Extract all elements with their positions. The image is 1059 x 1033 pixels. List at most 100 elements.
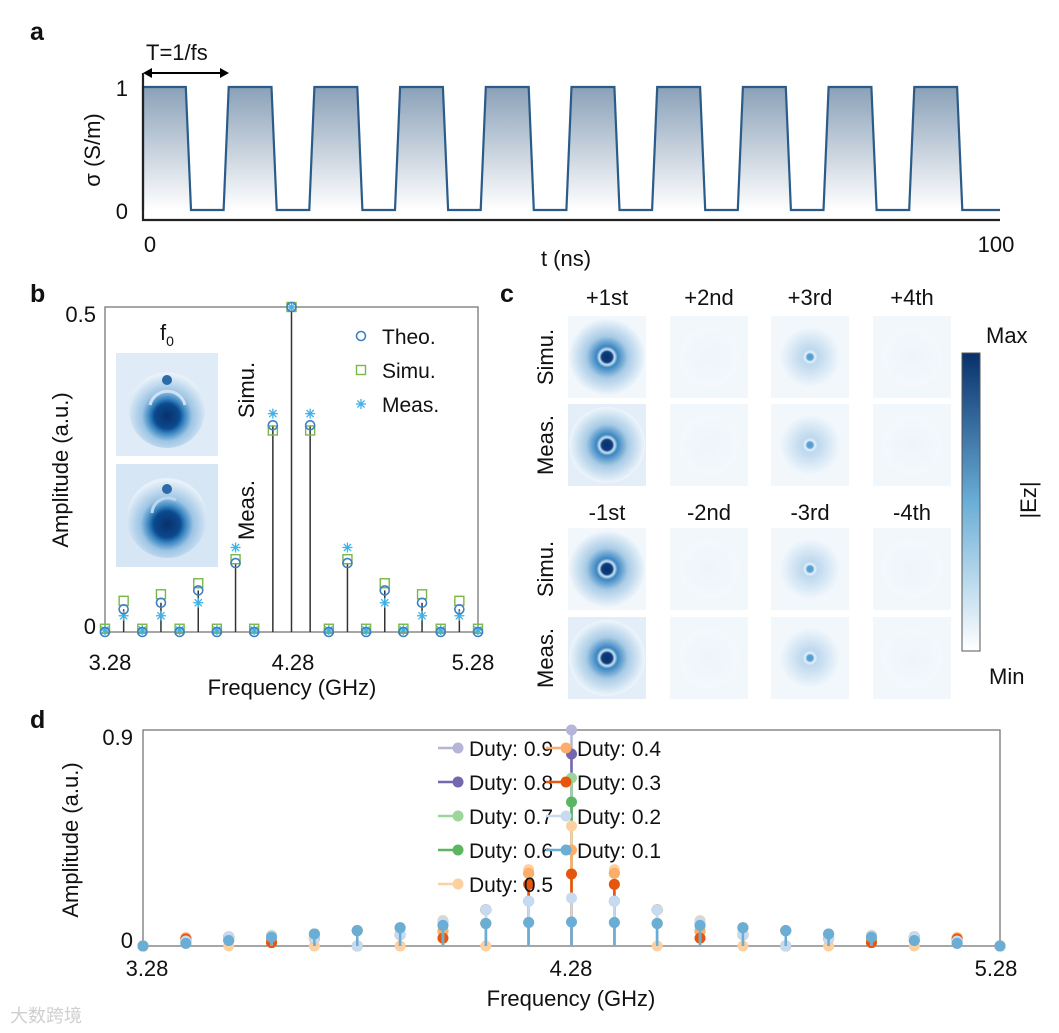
data-point-circle — [342, 557, 353, 569]
data-point-square — [211, 623, 223, 634]
data-point-square — [398, 623, 409, 634]
data-point — [137, 940, 149, 952]
legend-label: Duty: 0.2 — [577, 806, 661, 829]
y-tick-label: 0.5 — [65, 302, 96, 327]
data-point-circle — [230, 557, 241, 569]
series-01 — [137, 916, 1006, 952]
data-point — [523, 867, 535, 879]
field-map-image — [568, 404, 646, 486]
legend-marker-square — [355, 364, 367, 376]
data-point-asterisk — [230, 542, 241, 553]
panel-c-field-maps: +1st +2nd +3rd +4th Simu. Meas. -1st -2nd -3rd -4… — [533, 285, 1041, 699]
data-point-square — [230, 554, 241, 565]
data-point-square — [323, 623, 334, 634]
colorbar-title: |Ez| — [1016, 481, 1041, 518]
data-point — [566, 868, 577, 880]
data-point-asterisk — [286, 302, 297, 312]
inset-title: f0 — [160, 320, 174, 349]
y-tick-label: 0 — [116, 199, 128, 224]
column-header: +4th — [890, 285, 933, 310]
data-point — [994, 940, 1006, 952]
legend-label: Meas. — [382, 394, 439, 417]
data-point — [480, 917, 492, 929]
field-map-image — [670, 404, 748, 486]
data-point — [308, 928, 320, 940]
data-point-circle — [472, 626, 484, 638]
data-point-circle — [118, 603, 129, 615]
legend-label: Duty: 0.6 — [469, 840, 553, 863]
x-axis-label: Frequency (GHz) — [208, 675, 377, 700]
x-tick-label: 4.28 — [550, 956, 593, 981]
y-tick-label: 0.9 — [102, 725, 133, 750]
data-point-circle — [174, 626, 185, 638]
x-tick-label: 5.28 — [452, 650, 495, 675]
data-point-square — [99, 623, 111, 634]
data-point-circle — [286, 301, 297, 313]
data-point — [737, 922, 749, 934]
x-axis-label: t (ns) — [541, 246, 591, 271]
colorbar-min-label: Min — [989, 664, 1024, 689]
inset-image-simu — [116, 353, 218, 456]
x-axis-label: Frequency (GHz) — [487, 986, 656, 1011]
data-point — [951, 937, 963, 949]
column-header: -4th — [893, 500, 931, 525]
legend-label: Duty: 0.5 — [469, 874, 553, 897]
legend-label: Duty: 0.9 — [469, 738, 553, 761]
column-header: -3rd — [790, 500, 829, 525]
colorbar-max-label: Max — [986, 323, 1028, 348]
data-point — [266, 931, 278, 943]
y-axis-label: σ (S/m) — [80, 113, 105, 186]
legend-marker — [452, 776, 464, 788]
column-header: +2nd — [684, 285, 734, 310]
data-point — [651, 904, 663, 916]
row-label: Meas. — [533, 628, 558, 688]
data-point — [223, 934, 235, 946]
data-point-circle — [192, 585, 204, 596]
legend-label: Duty: 0.4 — [577, 738, 661, 761]
data-point-circle — [454, 603, 465, 615]
x-tick-label: 5.28 — [975, 956, 1018, 981]
data-point — [694, 919, 706, 931]
x-tick-label: 3.28 — [126, 956, 169, 981]
field-map-image — [771, 404, 849, 486]
data-point-circle — [248, 626, 260, 638]
data-point — [180, 937, 192, 949]
axes — [141, 73, 1000, 222]
row-label: Meas. — [533, 415, 558, 475]
data-point — [608, 867, 620, 879]
waveform-line — [141, 85, 1000, 212]
y-axis-label: Amplitude (a.u.) — [58, 762, 83, 917]
panel-a-conductivity-plot: T=1/fs 1 0 σ (S/m) 0 100 t (ns) — [80, 40, 1014, 271]
data-point — [780, 925, 792, 937]
field-map-image — [568, 528, 646, 610]
data-point — [523, 878, 535, 890]
data-point-circle — [435, 626, 447, 638]
data-point — [908, 934, 920, 946]
legend-marker — [452, 810, 464, 822]
legend-marker-asterisk — [356, 399, 366, 409]
legend-label: Theo. — [382, 326, 436, 349]
data-point — [566, 724, 577, 736]
field-map-image — [771, 617, 849, 699]
column-header: -2nd — [687, 500, 731, 525]
field-map-image — [873, 404, 951, 486]
watermark: 大数跨境 — [10, 1006, 82, 1026]
field-map-image — [873, 316, 951, 398]
legend-marker — [560, 844, 572, 856]
data-point-square — [304, 425, 316, 436]
data-point-square — [174, 623, 185, 634]
data-point — [351, 925, 363, 937]
data-point — [480, 904, 492, 916]
data-point-square — [472, 623, 484, 634]
data-point-circle — [360, 626, 372, 638]
data-point-asterisk — [267, 408, 278, 419]
field-map-image — [771, 316, 849, 398]
panel-d-duty-spectrum-plot: 0.9 0 3.28 4.28 5.28 Frequency (GHz) Amp… — [58, 724, 1018, 1011]
waveform-fill — [143, 87, 1000, 210]
legend-label: Duty: 0.3 — [577, 772, 661, 795]
field-map-image — [568, 316, 646, 398]
data-point — [523, 895, 535, 907]
data-point-square — [267, 425, 279, 436]
field-map-image — [873, 617, 951, 699]
